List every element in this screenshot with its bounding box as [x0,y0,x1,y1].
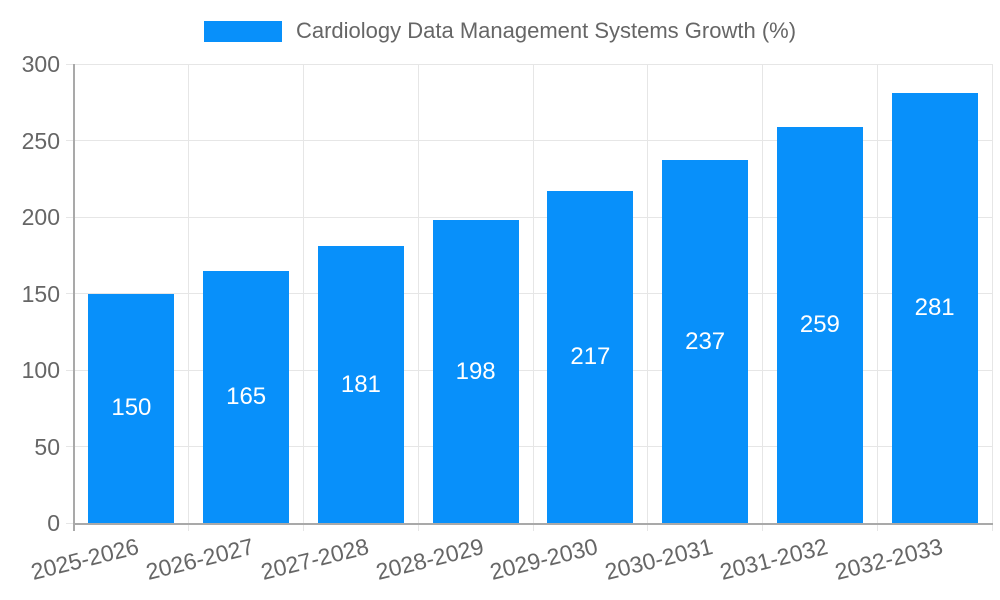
x-axis-category-label: 2027-2028 [258,533,372,585]
bar-value-label: 259 [799,310,840,338]
bar[interactable] [88,293,175,523]
bar-value-label: 150 [111,394,152,422]
y-axis-tick-label: 100 [21,357,60,383]
x-axis-category-label: 2032-2033 [831,533,945,585]
y-axis-tick-label: 0 [47,510,60,536]
y-axis-tick [66,446,74,447]
y-axis-tick [66,63,74,65]
plot-area: 0 50 100 150 200 250 300 150 2025-2026 165 2026-20… [22,51,993,585]
gridline-vertical [876,64,878,523]
bar-value-label: 281 [914,294,955,322]
x-axis-line [73,523,993,525]
bar[interactable] [662,160,749,523]
bar[interactable] [547,190,634,523]
y-axis-tick-label: 50 [34,433,60,460]
gridline-vertical [991,64,993,523]
x-axis-category-label: 2025-2026 [28,533,142,585]
x-axis-tick [991,525,993,531]
bar[interactable] [776,126,863,523]
y-axis-tick-label: 300 [21,51,60,77]
y-axis-tick [66,522,74,524]
x-axis-category-label: 2030-2031 [602,533,716,585]
gridline-vertical [303,64,304,523]
bar[interactable] [432,220,519,523]
legend-swatch [203,20,282,42]
x-axis-tick [303,525,304,531]
x-axis-tick [647,525,649,531]
gridline-vertical [647,64,649,523]
gridline-vertical [417,64,419,523]
bar-value-label: 165 [226,382,267,410]
y-axis-tick [66,216,74,218]
legend-label: Cardiology Data Management Systems Growt… [295,18,797,43]
x-axis-category-label: 2029-2030 [487,533,601,585]
y-axis-tick-label: 250 [21,127,60,154]
bar[interactable] [317,246,404,523]
x-axis-category-label: 2031-2032 [717,533,831,585]
gridline-vertical [188,64,190,523]
x-axis-tick [876,525,878,531]
y-axis-tick [66,293,74,294]
y-axis-tick [66,140,74,141]
bar-value-label: 181 [340,370,381,398]
gridline-vertical [532,64,534,523]
bar[interactable] [891,93,978,523]
x-axis-tick [532,525,534,531]
y-axis-tick-label: 200 [21,204,60,230]
bar-value-label: 217 [570,342,611,370]
bar-value-label: 198 [455,357,496,385]
y-axis-line [73,64,75,531]
bar-value-label: 237 [685,327,726,355]
y-axis-tick-label: 150 [21,280,60,307]
x-axis-tick [188,525,190,531]
x-axis-category-label: 2028-2029 [372,533,486,585]
x-axis-tick [762,525,763,531]
x-axis-tick [417,525,419,531]
y-axis-tick [66,369,74,371]
x-axis-category-label: 2026-2027 [143,533,257,585]
legend[interactable]: Cardiology Data Management Systems Growt… [0,18,1000,44]
gridline-vertical [762,64,763,523]
bar[interactable] [203,270,290,523]
